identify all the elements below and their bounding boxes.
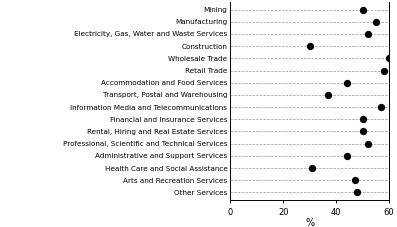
- Point: [373, 20, 379, 24]
- Point: [306, 44, 313, 48]
- Point: [351, 178, 358, 182]
- Point: [359, 130, 366, 133]
- Point: [381, 69, 387, 72]
- Point: [325, 93, 331, 97]
- Point: [378, 105, 384, 109]
- X-axis label: %: %: [305, 218, 314, 227]
- Point: [365, 142, 371, 146]
- Point: [343, 154, 350, 158]
- Point: [309, 166, 316, 170]
- Point: [343, 81, 350, 84]
- Point: [365, 32, 371, 36]
- Point: [354, 191, 360, 194]
- Point: [359, 118, 366, 121]
- Point: [359, 8, 366, 11]
- Point: [386, 57, 392, 60]
